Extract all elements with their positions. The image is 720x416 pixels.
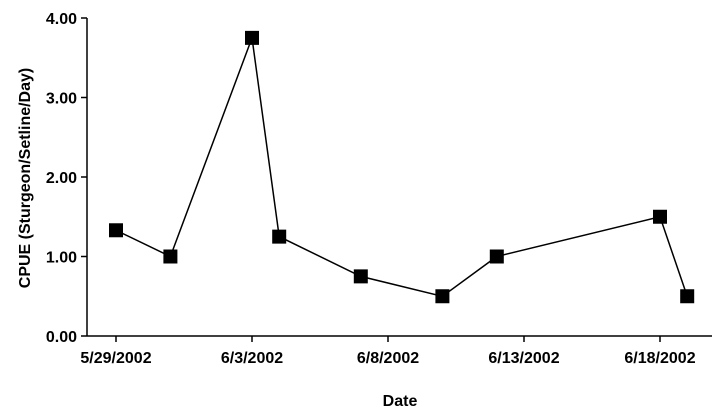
data-point-marker	[109, 223, 123, 238]
y-tick-label: 2.00	[46, 170, 77, 187]
x-tick-label: 6/3/2002	[221, 350, 283, 367]
x-tick-label: 6/18/2002	[624, 350, 695, 367]
y-tick-label: 1.00	[46, 250, 77, 267]
y-tick-label: 3.00	[46, 91, 77, 108]
y-tick-label: 0.00	[46, 329, 77, 346]
x-tick-label: 6/13/2002	[488, 350, 559, 367]
data-point-marker	[680, 289, 695, 304]
data-point-marker	[489, 249, 504, 264]
axes	[86, 18, 712, 337]
data-point-marker	[163, 249, 178, 264]
series-group	[109, 30, 695, 304]
y-axis-title: CPUE (Sturgeon/Setline/Day)	[17, 68, 34, 288]
data-point-marker	[653, 209, 667, 224]
data-point-marker	[353, 269, 368, 284]
x-tick-label: 6/8/2002	[357, 350, 419, 367]
data-point-marker	[272, 229, 287, 244]
data-point-marker	[245, 30, 259, 45]
series-line	[115, 37, 688, 298]
x-ticks: 5/29/2002 6/3/2002 6/8/2002 6/13/2002 6/18/2…	[80, 336, 696, 367]
y-tick-label: 4.00	[46, 11, 77, 28]
data-point-marker	[435, 289, 450, 304]
y-ticks: 0.00 1.00 2.00 3.00 4.00	[46, 11, 87, 346]
x-axis-title: Date	[383, 393, 418, 410]
x-tick-label: 5/29/2002	[80, 350, 151, 367]
